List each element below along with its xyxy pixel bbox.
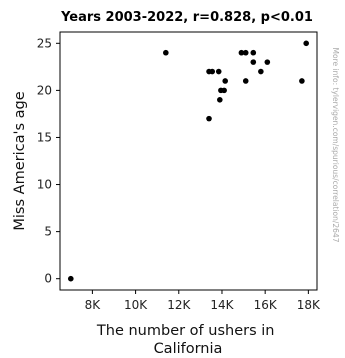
data-point xyxy=(206,115,212,122)
x-tick-label: 18K xyxy=(297,298,321,312)
y-tick-label: 5 xyxy=(44,225,52,239)
data-point xyxy=(163,49,169,56)
y-axis-ticks: 0 5 10 15 20 25 xyxy=(37,36,60,286)
data-point xyxy=(209,68,216,75)
x-axis-ticks: 8K 10K 12K 14K 16K 18K xyxy=(85,290,321,312)
data-point xyxy=(242,78,249,84)
y-tick-label: 0 xyxy=(44,272,52,286)
data-point xyxy=(250,49,257,56)
data-point xyxy=(67,275,74,282)
y-tick-label: 15 xyxy=(37,130,52,144)
data-point xyxy=(258,68,264,75)
x-tick-label: 16K xyxy=(254,298,278,312)
y-tick-label: 20 xyxy=(37,83,52,97)
data-point xyxy=(264,59,271,65)
data-point xyxy=(299,78,305,84)
data-point xyxy=(238,49,245,56)
data-point xyxy=(221,87,227,94)
chart-title: Years 2003-2022, r=0.828, p<0.01 xyxy=(60,10,313,25)
x-tick-label: 10K xyxy=(124,298,148,312)
data-point xyxy=(215,68,222,75)
x-axis-label-line-1: The number of ushers in xyxy=(96,323,275,339)
data-point xyxy=(242,49,249,56)
y-tick-label: 10 xyxy=(37,178,52,192)
data-point xyxy=(222,78,229,84)
x-tick-label: 12K xyxy=(167,298,191,312)
x-axis-label: The number of ushers in California xyxy=(96,323,279,357)
data-point xyxy=(217,96,223,103)
plot-area-frame xyxy=(59,31,318,291)
data-points xyxy=(67,40,310,282)
x-tick-label: 8K xyxy=(85,298,102,312)
data-point xyxy=(303,40,310,47)
data-point xyxy=(250,59,257,65)
x-axis-label-line-2: California xyxy=(154,341,223,357)
y-tick-label: 25 xyxy=(37,36,52,50)
x-tick-label: 14K xyxy=(210,298,234,312)
y-axis-label: Miss America's age xyxy=(12,91,28,230)
source-note: More info: tylervigen.com/spurious/corre… xyxy=(331,48,340,243)
